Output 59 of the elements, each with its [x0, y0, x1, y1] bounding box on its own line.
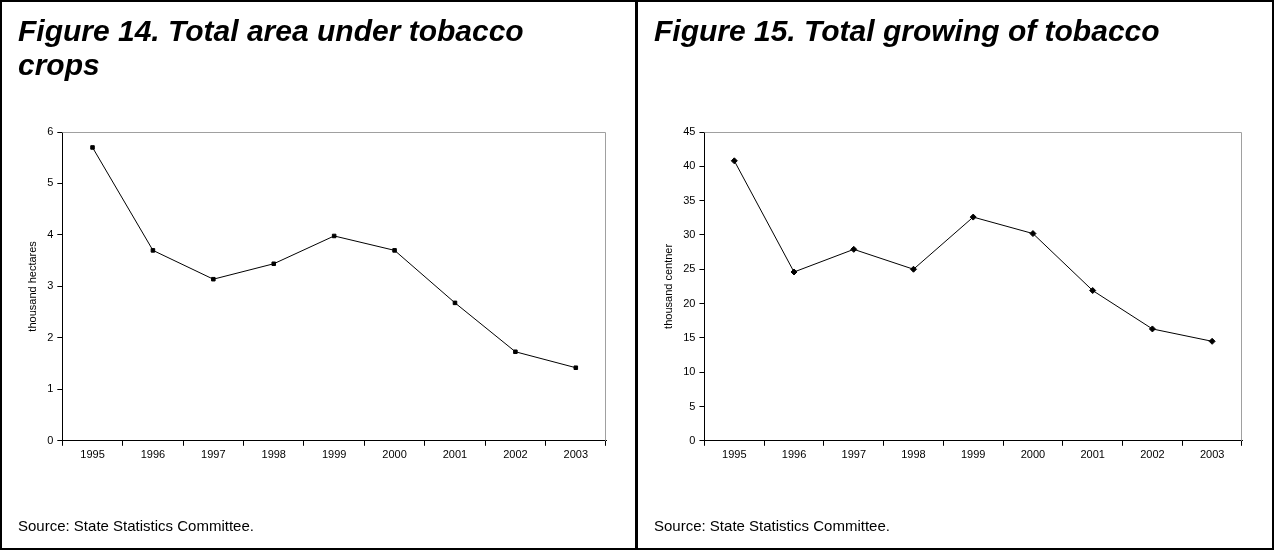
x-tick-label: 2003 — [563, 448, 589, 461]
x-tick-label: 1999 — [321, 448, 347, 461]
y-tick-label: 5 — [47, 176, 54, 189]
point — [1208, 337, 1216, 345]
point — [90, 145, 95, 150]
x-tick-label: 1997 — [841, 448, 866, 461]
y-tick-label: 1 — [47, 382, 54, 395]
y-tick-label: 10 — [683, 365, 696, 378]
source-note: Source: State Statistics Committee. — [654, 517, 890, 534]
x-tick-label: 2000 — [382, 448, 407, 461]
x-tick-label: 1999 — [960, 448, 986, 461]
point — [790, 268, 798, 276]
point — [392, 248, 397, 253]
point — [1148, 325, 1156, 333]
y-tick-label: 6 — [47, 125, 54, 138]
x-tick-label: 2001 — [442, 448, 468, 461]
y-tick-label: 0 — [689, 433, 696, 446]
y-tick-label: 35 — [683, 193, 696, 206]
y-tick-label: 25 — [683, 262, 696, 275]
point — [1089, 287, 1097, 295]
x-tick-label: 1998 — [901, 448, 926, 461]
point — [452, 300, 458, 306]
point — [1029, 230, 1037, 238]
y-tick-label: 4 — [47, 227, 54, 240]
x-tick-label: 1996 — [140, 448, 166, 461]
y-tick-label: 45 — [683, 125, 696, 138]
point — [850, 245, 858, 253]
point — [331, 233, 337, 239]
y-tick-label: 0 — [47, 433, 54, 446]
point — [513, 349, 518, 355]
point — [969, 213, 977, 221]
point — [150, 248, 156, 253]
chart-title: Figure 15. Total growing of tobacco — [654, 14, 1161, 48]
x-tick-label: 1995 — [722, 448, 747, 461]
chart-title: Figure 14. Total area under tobacco crops — [18, 14, 525, 82]
y-tick-label: 30 — [683, 227, 696, 240]
point — [730, 157, 738, 165]
y-tick-label: 2 — [47, 330, 54, 343]
y-tick-label: 40 — [683, 159, 696, 172]
y-tick-label: 20 — [683, 296, 696, 309]
x-tick-label: 2000 — [1020, 448, 1046, 461]
y-tick-label: 5 — [689, 399, 696, 412]
y-tick-label: 15 — [683, 330, 696, 343]
x-tick-label: 2002 — [503, 448, 528, 461]
point — [573, 365, 579, 370]
x-tick-label: 2001 — [1080, 448, 1105, 461]
x-tick-label: 1996 — [781, 448, 807, 461]
point — [909, 265, 917, 273]
y-tick-label: 3 — [47, 279, 54, 292]
point — [211, 276, 216, 282]
x-tick-label: 1998 — [261, 448, 286, 461]
y-axis-title: thousand hectares — [25, 240, 38, 332]
x-tick-label: 1995 — [80, 448, 105, 461]
source-note: Source: State Statistics Committee. — [18, 517, 254, 534]
y-axis-title: thousand centner — [661, 243, 674, 329]
x-tick-label: 1997 — [201, 448, 226, 461]
x-tick-label: 2002 — [1140, 448, 1165, 461]
x-tick-label: 2003 — [1199, 448, 1225, 461]
point — [271, 261, 277, 267]
